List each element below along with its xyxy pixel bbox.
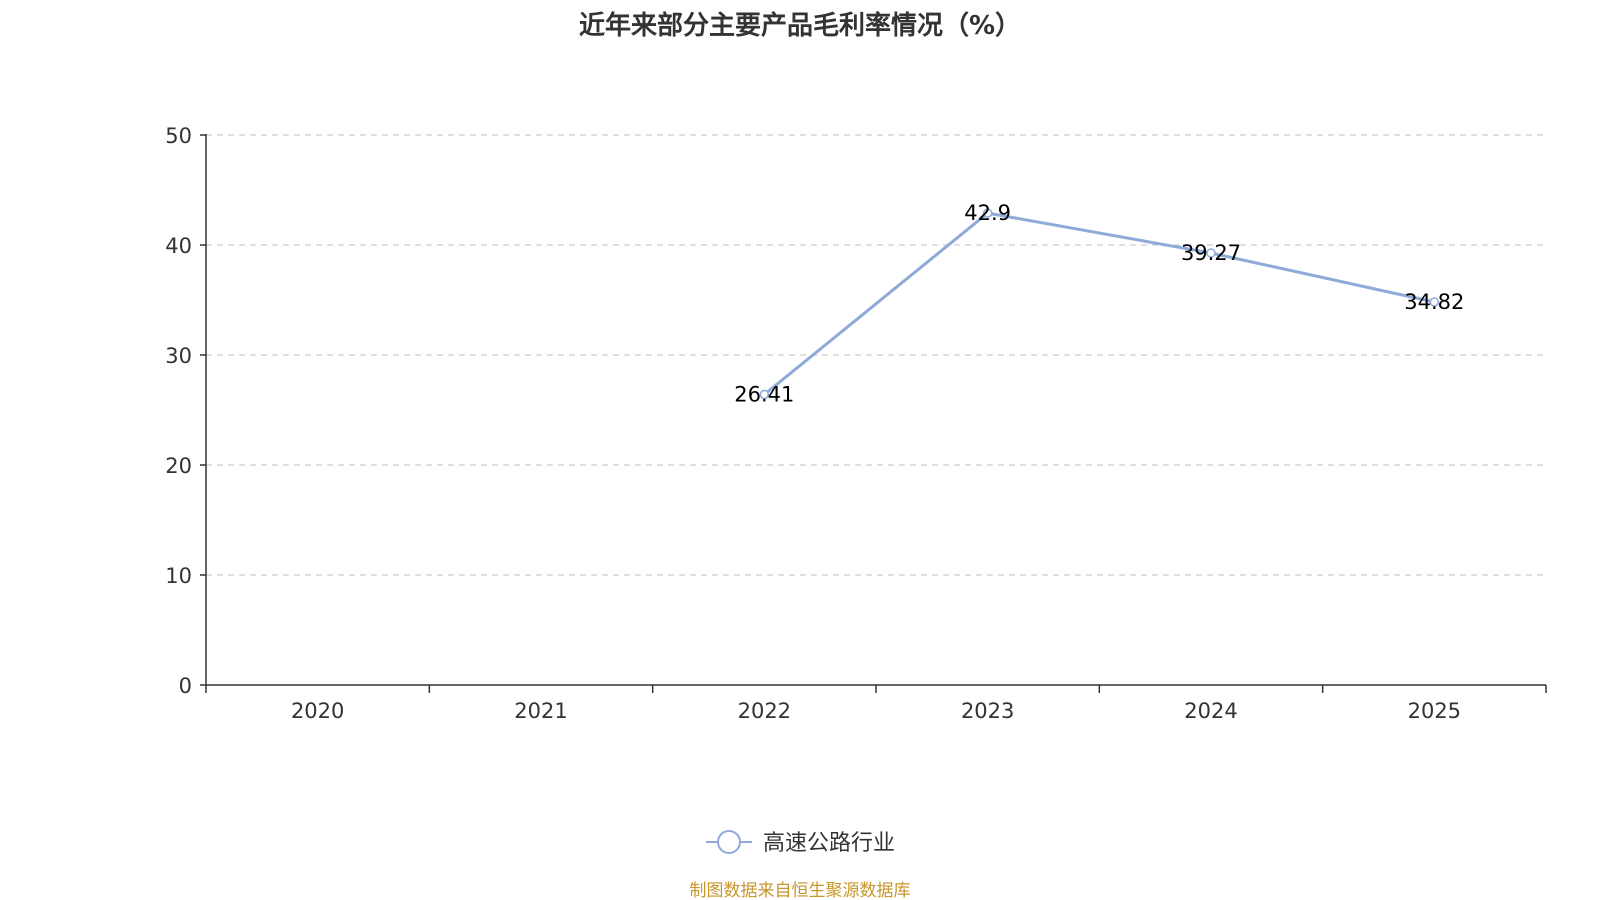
series xyxy=(759,208,1440,400)
data-point xyxy=(1429,297,1440,307)
y-tick-label: 50 xyxy=(165,124,192,148)
y-tick-label: 20 xyxy=(165,454,192,478)
series-line xyxy=(763,211,1435,396)
source-note: 制图数据来自恒生聚源数据库 xyxy=(690,881,911,900)
data-point xyxy=(759,389,770,400)
y-tick-label: 40 xyxy=(165,234,192,258)
legend-label: 高速公路行业 xyxy=(763,831,895,856)
data-labels: 26.41 42.9 39.27 34.82 xyxy=(734,201,1464,406)
x-tick-label: 2025 xyxy=(1408,699,1461,723)
grid-lines xyxy=(206,134,1546,576)
legend-circle-marker xyxy=(717,830,741,854)
y-axis: 0 10 20 30 40 50 xyxy=(165,124,207,698)
data-point xyxy=(982,208,993,218)
data-label: 26.41 xyxy=(734,382,794,406)
x-tick-label: 2021 xyxy=(514,699,567,723)
x-tick-label: 2020 xyxy=(291,699,344,723)
y-tick-label: 10 xyxy=(165,564,192,588)
x-axis: 2020 2021 2022 2023 2024 2025 xyxy=(205,684,1547,723)
data-label: 34.82 xyxy=(1404,290,1464,314)
data-label: 39.27 xyxy=(1181,241,1241,265)
y-tick-label: 30 xyxy=(165,344,192,368)
chart-title: 近年来部分主要产品毛利率情况（%） xyxy=(579,10,1021,41)
data-point xyxy=(1206,248,1216,258)
y-tick-label: 0 xyxy=(179,674,192,698)
x-tick-label: 2022 xyxy=(738,699,791,723)
x-tick-label: 2024 xyxy=(1184,699,1237,723)
legend[interactable]: 高速公路行业 xyxy=(706,830,895,856)
x-tick-label: 2023 xyxy=(961,699,1014,723)
data-label: 42.9 xyxy=(964,201,1011,225)
